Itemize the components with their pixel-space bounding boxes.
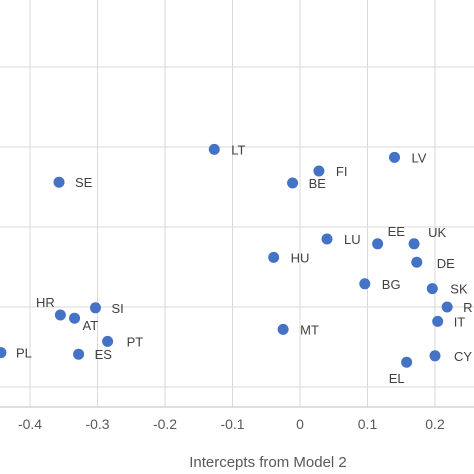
data-point-pt bbox=[102, 335, 114, 347]
data-point-pl bbox=[0, 347, 7, 359]
data-points bbox=[0, 143, 453, 368]
data-point-es bbox=[73, 348, 85, 360]
point-label-hr: HR bbox=[36, 295, 55, 310]
x-tick-labels: -0.4 -0.3 -0.2 -0.1 0 0.1 0.2 bbox=[18, 416, 445, 432]
point-label-lu: LU bbox=[344, 232, 361, 247]
data-point-sk bbox=[426, 283, 438, 295]
data-point-lv bbox=[389, 151, 400, 163]
data-point-se bbox=[53, 176, 65, 188]
point-label-uk: UK bbox=[428, 225, 446, 240]
point-label-de: DE bbox=[437, 256, 455, 271]
point-label-mt: MT bbox=[300, 322, 319, 337]
data-point-it bbox=[432, 315, 444, 327]
data-point-ee bbox=[372, 238, 384, 250]
x-tick-label: 0 bbox=[296, 416, 304, 432]
x-tick-label: -0.4 bbox=[18, 416, 42, 432]
data-point-cy bbox=[429, 350, 441, 362]
data-point-r bbox=[441, 301, 453, 313]
point-label-se: SE bbox=[75, 175, 93, 190]
data-point-hu bbox=[268, 251, 280, 263]
point-label-si: SI bbox=[111, 301, 123, 316]
point-label-pt: PT bbox=[127, 334, 144, 349]
point-label-pl: PL bbox=[16, 346, 32, 361]
data-point-fi bbox=[313, 165, 325, 177]
x-tick-label: -0.3 bbox=[85, 416, 109, 432]
data-point-lu bbox=[321, 233, 333, 245]
x-axis-title: Intercepts from Model 2 bbox=[189, 454, 347, 471]
x-tick-label: -0.1 bbox=[220, 416, 244, 432]
point-label-hu: HU bbox=[291, 250, 310, 265]
data-point-uk bbox=[408, 238, 420, 250]
point-label-at: AT bbox=[83, 318, 99, 333]
data-point-el bbox=[401, 356, 413, 368]
point-label-el: EL bbox=[389, 371, 405, 386]
data-point-si bbox=[89, 302, 101, 314]
horizontal-gridlines bbox=[0, 66, 474, 388]
point-label-cy: CY bbox=[454, 349, 472, 364]
point-label-r: R bbox=[463, 300, 472, 315]
point-label-fi: FI bbox=[336, 164, 348, 179]
data-point-hr bbox=[54, 309, 66, 321]
point-label-lt: LT bbox=[231, 142, 245, 157]
data-point-de bbox=[411, 256, 423, 268]
point-labels: LT LV FI SE BE LU EE UK HU DE BG SK R SI HR AT IT MT PT PL E… bbox=[16, 142, 473, 386]
point-label-lv: LV bbox=[412, 150, 427, 165]
point-label-es: ES bbox=[95, 347, 113, 362]
data-point-be bbox=[287, 177, 299, 189]
point-label-ee: EE bbox=[388, 224, 406, 239]
data-point-mt bbox=[277, 323, 289, 335]
x-tick-label: 0.1 bbox=[358, 416, 378, 432]
x-tick-label: 0.2 bbox=[425, 416, 445, 432]
vertical-gridlines bbox=[29, 0, 436, 407]
data-point-lt bbox=[208, 143, 220, 155]
point-label-sk: SK bbox=[450, 282, 468, 297]
point-label-it: IT bbox=[454, 314, 466, 329]
data-point-at bbox=[69, 312, 81, 324]
point-label-bg: BG bbox=[382, 277, 401, 292]
data-point-bg bbox=[359, 278, 371, 290]
point-label-be: BE bbox=[309, 176, 327, 191]
x-tick-label: -0.2 bbox=[153, 416, 177, 432]
